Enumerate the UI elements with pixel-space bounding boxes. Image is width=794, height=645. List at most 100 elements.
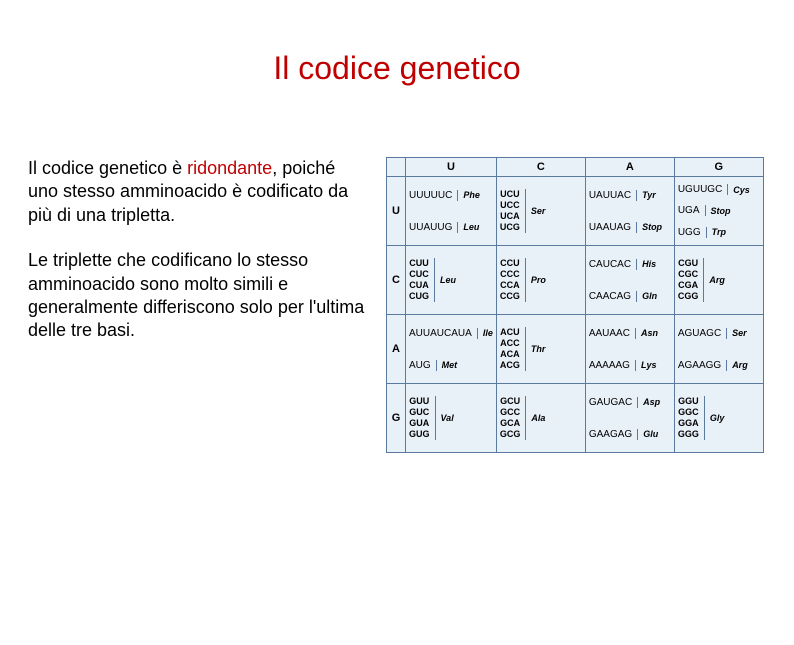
row-header: C	[387, 246, 406, 315]
codon: CAA	[589, 291, 610, 302]
codon-cell: UCUUCCUCAUCGSer	[496, 177, 585, 246]
amino-acid-label: Met	[442, 360, 458, 370]
codon: AAU	[589, 328, 610, 339]
table-row: AAUUAUCAUAIleAUGMetACUACCACAACGThrAAUAAC…	[387, 315, 764, 384]
codon: CUU	[409, 258, 429, 269]
codon: GAU	[589, 397, 611, 408]
codon: UAG	[609, 222, 631, 233]
codon: UGA	[678, 205, 700, 216]
codon-cell: CGUCGCCGACGGArg	[674, 246, 763, 315]
codon: CGU	[678, 258, 699, 269]
codon: UCU	[500, 189, 520, 200]
amino-acid-label: Stop	[642, 222, 662, 232]
col-header: G	[674, 158, 763, 177]
table-row: CCUUCUCCUACUGLeuCCUCCCCCACCGProCAUCACHis…	[387, 246, 764, 315]
codon: ACU	[500, 327, 520, 338]
amino-acid-label: Asn	[641, 328, 658, 338]
codon-cell: ACUACCACAACGThr	[496, 315, 585, 384]
codon-cell: AAUAACAsnAAAAAGLys	[585, 315, 674, 384]
codon: UCG	[500, 222, 520, 233]
row-header: A	[387, 315, 406, 384]
codon: UAA	[589, 222, 610, 233]
codon: GCA	[500, 418, 521, 429]
corner-cell	[387, 158, 406, 177]
codon: GGG	[678, 429, 699, 440]
codon-cell: GCUGCCGCAGCG Ala	[496, 384, 585, 453]
codon-cell: GUUGUCGUAGUGVal	[406, 384, 497, 453]
page-title: Il codice genetico	[0, 50, 794, 87]
col-header: C	[496, 158, 585, 177]
table-row: GGUUGUCGUAGUGValGCUGCCGCAGCGAlaGAUGACAsp…	[387, 384, 764, 453]
amino-acid-label: Glu	[643, 429, 658, 439]
codon-cell: GAUGACAspGAAGAGGlu	[585, 384, 674, 453]
paragraph-1: Il codice genetico è ridondante, poiché …	[28, 157, 368, 227]
codon: GUA	[409, 418, 430, 429]
amino-acid-label: Val	[441, 413, 454, 423]
codon-cell: CUUCUCCUACUGLeu	[406, 246, 497, 315]
codon: GUG	[409, 429, 430, 440]
codon-cell: GGUGGCGGAGGG Gly	[674, 384, 763, 453]
amino-acid-label: Lys	[641, 360, 657, 370]
para1-red: ridondante	[187, 158, 272, 178]
codon: AAA	[589, 360, 609, 371]
amino-acid-label: His	[642, 259, 656, 269]
amino-acid-label: Pro	[531, 275, 546, 285]
row-header: G	[387, 384, 406, 453]
codon: UGG	[678, 227, 701, 238]
header-row: U C A G	[387, 158, 764, 177]
col-header: A	[585, 158, 674, 177]
amino-acid-label: Arg	[732, 360, 748, 370]
codon: GCU	[500, 396, 521, 407]
amino-acid-label: Leu	[463, 222, 479, 232]
codon: UGC	[700, 184, 722, 195]
codon: UAU	[589, 190, 610, 201]
para1-a: Il codice genetico è	[28, 158, 187, 178]
codon: CUA	[409, 280, 429, 291]
codon: UUA	[409, 222, 430, 233]
codon: GAG	[610, 429, 632, 440]
codon: GGA	[678, 418, 699, 429]
codon: GAA	[589, 429, 610, 440]
codon: CGA	[678, 280, 699, 291]
amino-acid-label: Stop	[711, 206, 731, 216]
amino-acid-label: Ser	[531, 206, 546, 216]
codon: CAU	[589, 259, 610, 270]
text-column: Il codice genetico è ridondante, poiché …	[28, 157, 368, 453]
codon: ACA	[500, 349, 520, 360]
codon: ACC	[500, 338, 520, 349]
codon: CCA	[500, 280, 520, 291]
codon-cell: UUUUUCPheUUAUUGLeu	[406, 177, 497, 246]
codon-cell: AGUAGCSerAGAAGGArg	[674, 315, 763, 384]
codon: CCC	[500, 269, 520, 280]
codon: CUG	[409, 291, 429, 302]
codon: GGU	[678, 396, 699, 407]
codon: GCG	[500, 429, 521, 440]
codon: GGC	[678, 407, 699, 418]
content-row: Il codice genetico è ridondante, poiché …	[0, 157, 794, 453]
paragraph-2: Le triplette che codificano lo stesso am…	[28, 249, 368, 343]
amino-acid-label: Gln	[642, 291, 657, 301]
amino-acid-label: Trp	[712, 227, 726, 237]
codon: AGC	[700, 328, 722, 339]
codon: AUA	[451, 328, 472, 339]
codon-cell: UGUUGCCysUGAStopUGGTrp	[674, 177, 763, 246]
codon: CAC	[610, 259, 631, 270]
codon: CGG	[678, 291, 699, 302]
amino-acid-label: Leu	[440, 275, 456, 285]
codon: GUU	[409, 396, 430, 407]
codon: GAC	[611, 397, 633, 408]
amino-acid-label: Cys	[733, 185, 750, 195]
codon-cell: AUUAUCAUAIleAUGMet	[406, 315, 497, 384]
amino-acid-label: Ala	[531, 413, 545, 423]
codon: CGC	[678, 269, 699, 280]
codon: AUG	[409, 360, 431, 371]
codon: GCC	[500, 407, 521, 418]
codon: CAG	[609, 291, 631, 302]
codon: UCA	[500, 211, 520, 222]
amino-acid-label: Gly	[710, 413, 725, 423]
codon-cell: CCUCCCCCACCGPro	[496, 246, 585, 315]
codon: UUU	[409, 190, 431, 201]
codon: AGG	[699, 360, 721, 371]
row-header: U	[387, 177, 406, 246]
codon: AUC	[430, 328, 451, 339]
